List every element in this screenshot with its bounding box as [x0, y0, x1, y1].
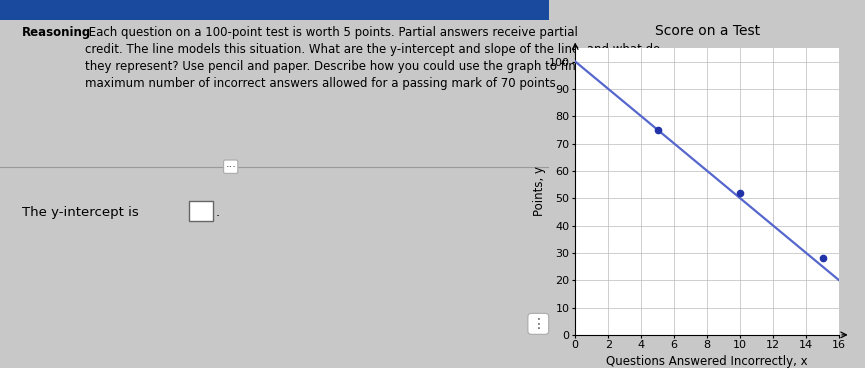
Y-axis label: Points, y: Points, y	[533, 166, 546, 216]
Text: Each question on a 100-point test is worth 5 points. Partial answers receive par: Each question on a 100-point test is wor…	[85, 26, 660, 90]
Text: ···: ···	[225, 162, 236, 172]
Text: Reasoning: Reasoning	[22, 26, 91, 39]
Text: The y-intercept is: The y-intercept is	[22, 206, 138, 219]
FancyBboxPatch shape	[0, 0, 549, 20]
X-axis label: Questions Answered Incorrectly, x: Questions Answered Incorrectly, x	[606, 355, 808, 368]
Text: Score on a Test: Score on a Test	[655, 24, 760, 38]
Text: .: .	[215, 206, 220, 219]
FancyBboxPatch shape	[189, 201, 213, 221]
Text: ⋮: ⋮	[531, 317, 545, 331]
